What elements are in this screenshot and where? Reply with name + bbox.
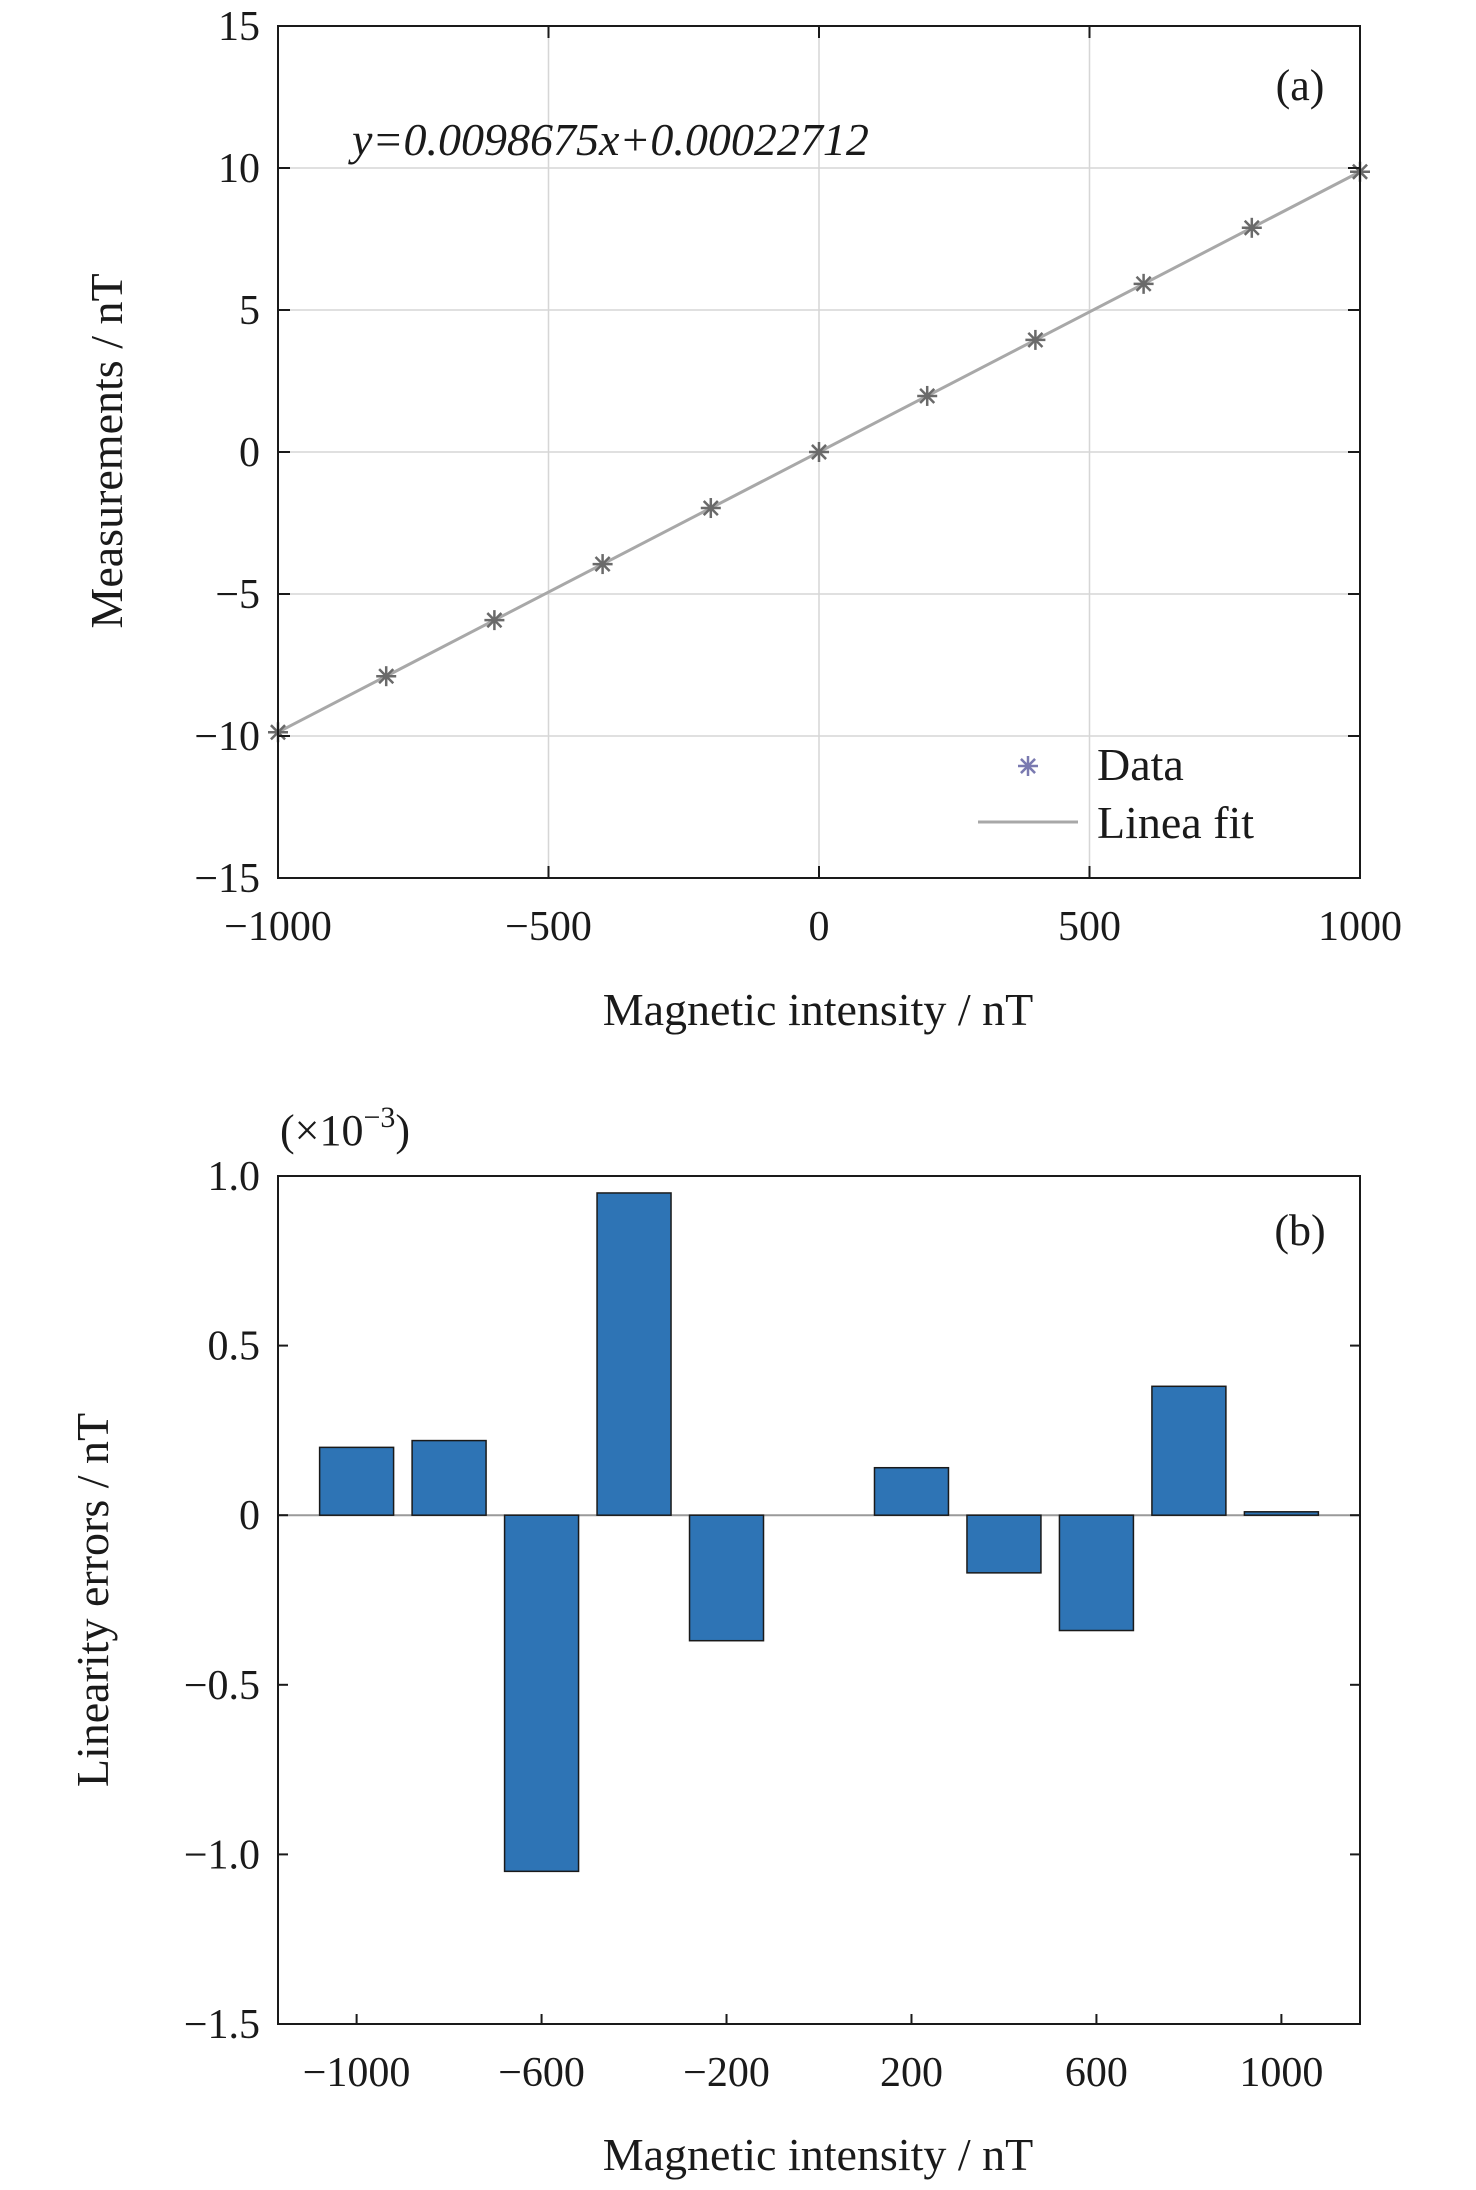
panel-b-y-tick-label: 1.0 [208,1154,261,1200]
legend-data-asterisk-stroke [1020,758,1036,774]
panel-b-y-tick-label: 0.5 [208,1324,261,1370]
data-point-stroke [702,500,719,516]
bar [1151,1385,1227,1516]
panel-b-label: (b) [1274,1206,1325,1255]
panel-a-x-axis-label: Magnetic intensity / nT [603,984,1034,1035]
data-point-stroke [486,612,503,629]
data-point [376,666,397,687]
panel-b-y-tick-label: −1.5 [184,2002,260,2048]
panel-a-y-tick-label: 0 [239,430,260,476]
bar [688,1514,765,1642]
multiplier-exponent: −3 [363,1101,395,1134]
data-point [700,498,721,519]
panel-a-x-tick-label: 0 [809,904,830,950]
bar [596,1192,672,1516]
legend-data-marker [1018,756,1038,776]
panel-a-legend: Data Linea fit [978,739,1254,848]
panel-a-y-tick-label: −10 [194,714,260,760]
panel-a-y-tick-label: −5 [215,572,260,618]
panel-a-x-tick-label: 1000 [1318,904,1402,950]
panel-b-x-axis-label: Magnetic intensity / nT [603,2129,1034,2180]
data-point [592,554,613,575]
panel-b-bars [318,1192,1320,1873]
y-axis-multiplier: (×10−3) [280,1101,410,1155]
data-point-stroke [919,387,936,404]
panel-b-x-tick-label: 600 [1065,2050,1128,2096]
panel-b-y-tick-label: 0 [239,1493,260,1539]
data-point-stroke [1027,331,1044,348]
panel-b-x-tick-label: 200 [880,2050,943,2096]
bar [411,1439,487,1516]
panel-b-y-axis-label: Linearity errors / nT [67,1413,118,1787]
data-point [917,385,938,406]
panel-a-x-tick-label: −500 [505,904,592,950]
panel-b-plot-frame [277,1175,1361,2025]
data-point [1241,217,1262,238]
panel-b-x-tick-label: −200 [683,2050,770,2096]
panel-a-y-tick-label: −15 [194,856,260,902]
panel-a-ticks: −1000 −500 0 500 1000 −15 −10 −5 0 5 10 15 [194,4,1402,950]
panel-a-y-tick-label: 5 [239,288,260,334]
panel-b-x-tick-label: −600 [498,2050,585,2096]
data-point [809,442,829,462]
bar [873,1466,950,1516]
bar [1058,1514,1135,1632]
data-point-stroke [594,556,611,573]
data-point-stroke [378,668,395,685]
panel-b-x-tick-label: 1000 [1239,2050,1323,2096]
multiplier-base: (×10 [280,1106,363,1155]
data-point [1133,273,1154,294]
data-point-stroke [811,444,827,460]
panel-a-scatter-chart: −1000 −500 0 500 1000 −15 −10 −5 0 5 10 15 (a) y=0.… [81,4,1402,1035]
panel-a-y-axis-label: Measurements / nT [81,273,132,628]
panel-a-x-tick-label: −1000 [224,904,332,950]
panel-b-bar-chart: −1.5 −1.0 −0.5 0 0.5 1.0 −1000 −600 −200 200 600 10… [67,1101,1361,2180]
data-point [484,610,505,631]
panel-b-ticks: −1.5 −1.0 −0.5 0 0.5 1.0 −1000 −600 −200 200 600 10… [184,1154,1360,2096]
panel-b-y-tick-label: −1.0 [184,1832,260,1878]
panel-a-x-tick-label: 500 [1058,904,1121,950]
panel-a-label: (a) [1276,61,1325,110]
panel-a-y-tick-label: 15 [218,4,260,50]
bar [503,1514,580,1873]
panel-a-data-points [268,161,1370,743]
fit-equation: y=0.0098675x+0.00022712 [348,114,869,165]
panel-b-y-tick-label: −0.5 [184,1663,260,1709]
bar [1243,1511,1320,1516]
panel-b-x-tick-label: −1000 [303,2050,411,2096]
legend-data-asterisk [1018,756,1038,776]
bar [966,1514,1042,1574]
multiplier-close: ) [395,1106,410,1155]
data-point-stroke [1243,219,1260,236]
data-point [1025,329,1046,350]
legend-data-label: Data [1097,739,1184,790]
panel-a-y-tick-label: 10 [218,146,260,192]
data-point-stroke [1135,275,1152,292]
bar [318,1446,395,1516]
legend-fit-label: Linea fit [1097,797,1254,848]
